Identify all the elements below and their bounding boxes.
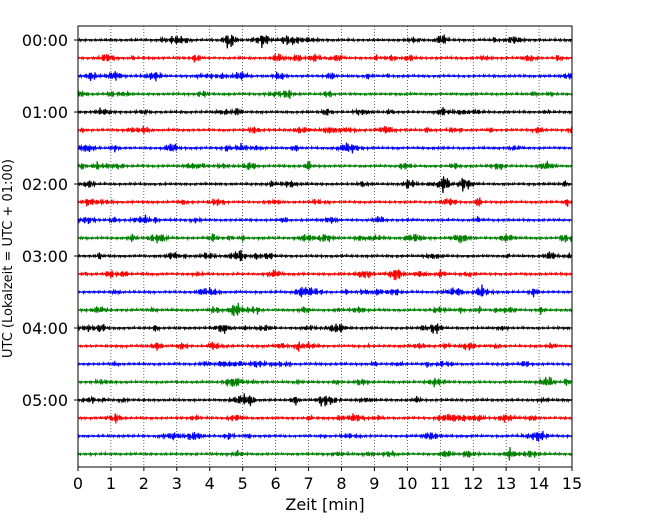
x-tick-label: 6 [271, 474, 281, 493]
y-tick-label: 05:00 [22, 391, 68, 410]
x-tick-label: 3 [172, 474, 182, 493]
trace-0345 [77, 302, 573, 317]
x-tick-label: 1 [106, 474, 116, 493]
trace-0230 [77, 214, 573, 225]
trace-0215 [77, 197, 573, 208]
trace-0315 [77, 268, 573, 281]
x-tick-label: 8 [336, 474, 346, 493]
trace-0400 [77, 323, 573, 334]
trace-0530 [77, 430, 573, 442]
x-tick-label: 9 [369, 474, 379, 493]
y-axis-title: UTC (Lokalzeit = UTC + 01:00) [1, 159, 16, 358]
x-tick-label: 15 [562, 474, 582, 493]
trace-0030 [77, 71, 573, 82]
trace-0200 [77, 176, 573, 194]
trace-0445 [78, 376, 573, 388]
y-tick-label: 01:00 [22, 103, 68, 122]
x-tick-label: 2 [139, 474, 149, 493]
trace-0300 [77, 249, 573, 262]
x-tick-label: 10 [397, 474, 417, 493]
x-axis-title: Zeit [min] [285, 495, 364, 514]
x-tick-label: 11 [430, 474, 450, 493]
y-tick-label: 04:00 [22, 319, 68, 338]
trace-0245 [77, 233, 573, 244]
x-tick-label: 4 [205, 474, 215, 493]
y-tick-label: 02:00 [22, 175, 68, 194]
plot-frame [77, 25, 573, 468]
trace-0100 [77, 107, 573, 117]
trace-0330 [77, 284, 573, 298]
x-tick-label: 13 [496, 474, 516, 493]
x-tick-label: 5 [238, 474, 248, 493]
x-tick-label: 14 [529, 474, 549, 493]
trace-0130 [77, 142, 573, 154]
y-tick-label: 03:00 [22, 247, 68, 266]
x-tick-label: 12 [463, 474, 483, 493]
trace-0000 [77, 34, 573, 49]
trace-0415 [77, 341, 573, 352]
trace-0515 [77, 413, 573, 424]
trace-0430 [77, 359, 573, 369]
y-tick-label: 00:00 [22, 31, 68, 50]
x-tick-label: 7 [303, 474, 313, 493]
y-axis-ticks: 00:00 01:00 02:00 03:00 04:00 05:00 [22, 31, 78, 410]
x-axis-ticks: 0 1 2 3 4 5 6 7 8 9 10 11 12 13 14 15 [73, 467, 582, 493]
seismic-traces [77, 34, 573, 461]
trace-0500 [77, 393, 573, 407]
trace-0045 [77, 89, 573, 99]
trace-0145 [77, 160, 573, 171]
trace-0115 [77, 125, 573, 135]
trace-0545 [77, 446, 573, 461]
x-tick-label: 0 [73, 474, 83, 493]
trace-0015 [77, 53, 573, 63]
